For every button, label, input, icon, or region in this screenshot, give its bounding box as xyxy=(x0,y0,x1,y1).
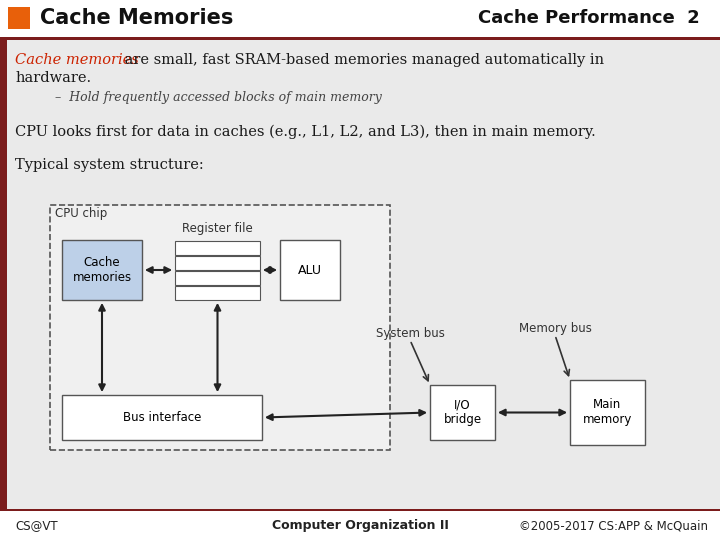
Bar xyxy=(50,205,390,450)
Text: Memory bus: Memory bus xyxy=(518,322,591,335)
Text: Register file: Register file xyxy=(182,222,253,235)
Text: I/O
bridge: I/O bridge xyxy=(444,399,482,427)
Text: ALU: ALU xyxy=(298,264,322,276)
Bar xyxy=(175,286,260,300)
Bar xyxy=(175,271,260,285)
Bar xyxy=(62,240,142,300)
Text: Typical system structure:: Typical system structure: xyxy=(15,158,204,172)
Text: –  Hold frequently accessed blocks of main memory: – Hold frequently accessed blocks of mai… xyxy=(55,91,382,104)
Text: CPU chip: CPU chip xyxy=(55,207,107,220)
Text: ©2005-2017 CS:APP & McQuain: ©2005-2017 CS:APP & McQuain xyxy=(519,519,708,532)
Bar xyxy=(0,40,7,509)
Text: Cache Performance  2: Cache Performance 2 xyxy=(478,9,700,27)
Text: Cache Memories: Cache Memories xyxy=(40,8,233,28)
Bar xyxy=(0,37,720,40)
Bar xyxy=(175,241,260,255)
Text: Bus interface: Bus interface xyxy=(123,411,201,424)
Text: Main
memory: Main memory xyxy=(582,399,632,427)
Bar xyxy=(430,385,495,440)
Text: CPU looks first for data in caches (e.g., L1, L2, and L3), then in main memory.: CPU looks first for data in caches (e.g.… xyxy=(15,125,595,139)
Text: Cache
memories: Cache memories xyxy=(73,256,132,284)
Bar xyxy=(175,256,260,270)
Text: Computer Organization II: Computer Organization II xyxy=(271,519,449,532)
Bar xyxy=(0,509,720,511)
Text: are small, fast SRAM-based memories managed automatically in: are small, fast SRAM-based memories mana… xyxy=(120,53,604,67)
Bar xyxy=(0,0,720,37)
Bar xyxy=(62,395,262,440)
Bar xyxy=(8,7,30,29)
Text: Cache memories: Cache memories xyxy=(15,53,139,67)
Text: hardware.: hardware. xyxy=(15,71,91,85)
Bar xyxy=(280,240,340,300)
Bar xyxy=(0,510,720,540)
Text: System bus: System bus xyxy=(376,327,444,340)
Bar xyxy=(570,380,645,445)
Text: CS@VT: CS@VT xyxy=(15,519,58,532)
